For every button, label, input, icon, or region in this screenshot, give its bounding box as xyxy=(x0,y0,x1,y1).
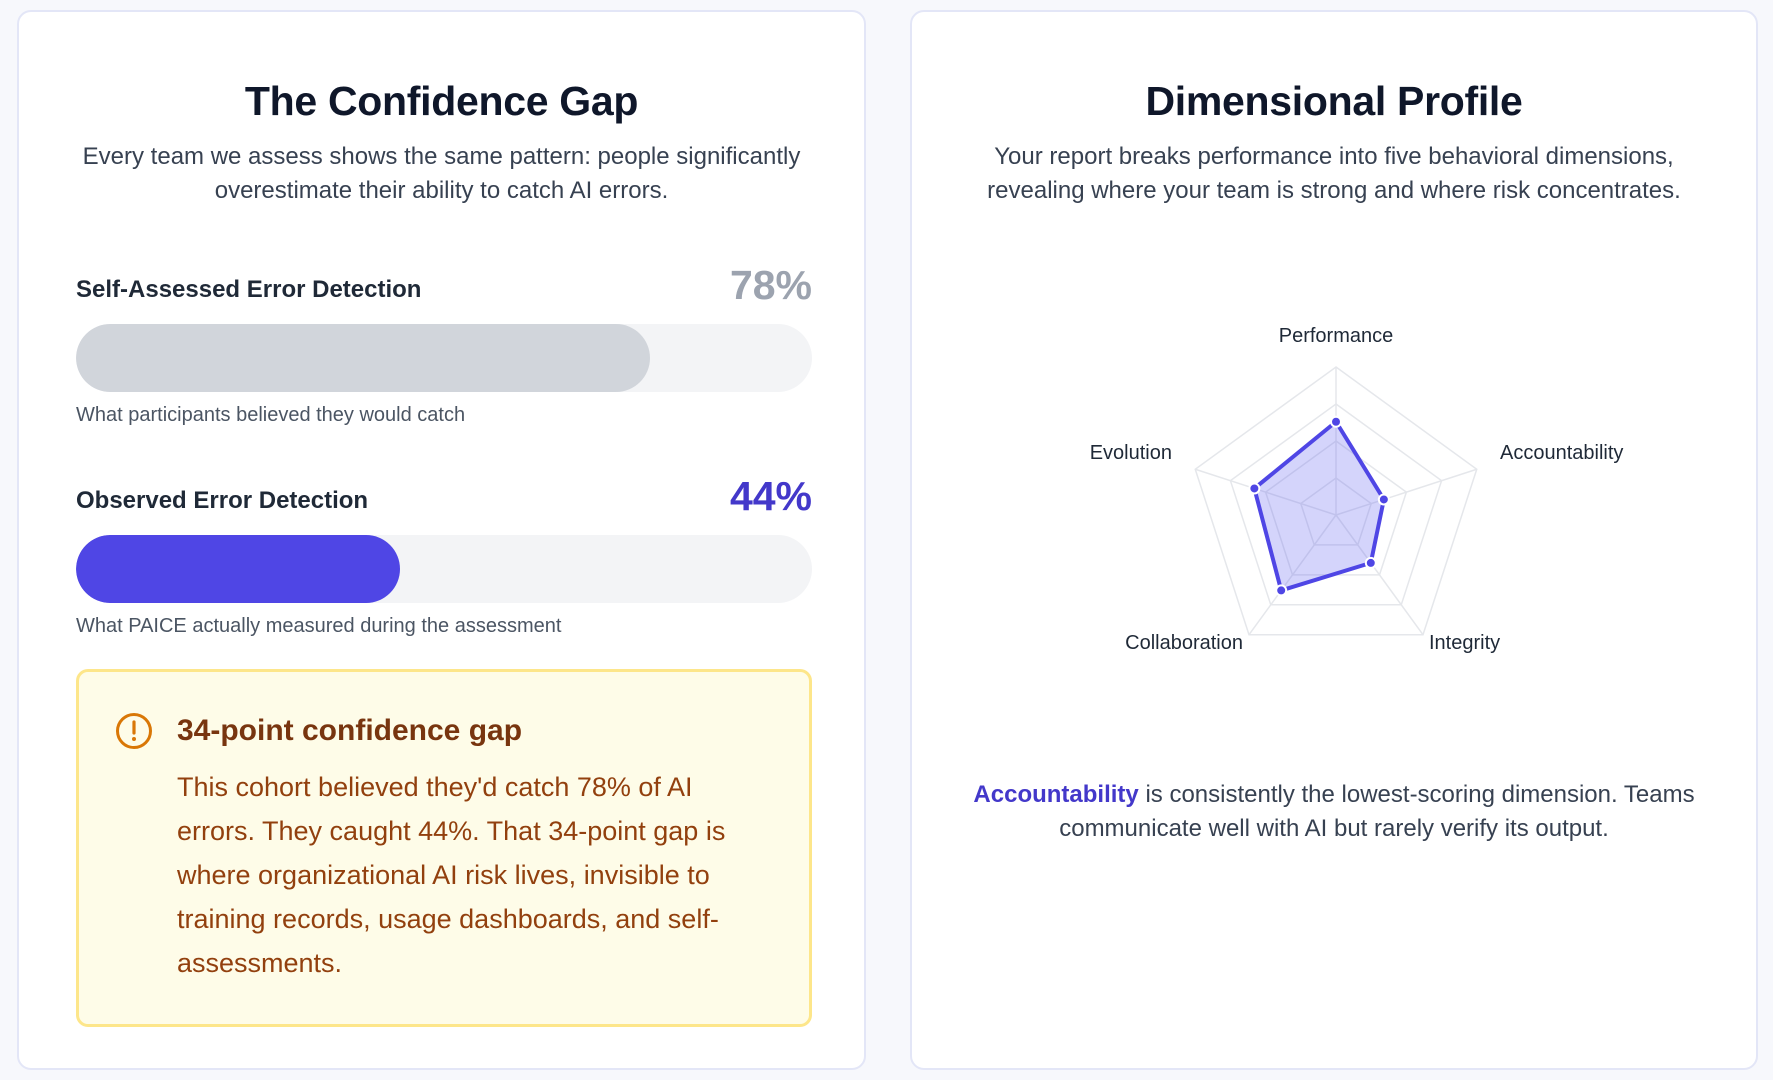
radar-grid-ring xyxy=(1194,366,1478,636)
radar-axis-label-evolution: Evolution xyxy=(1090,442,1172,464)
self-assessed-value: 78% xyxy=(729,262,812,308)
radar-spoke xyxy=(1335,514,1424,636)
radar-axis-label-accountability: Accountability xyxy=(1500,442,1623,464)
observed-note: What PAICE actually measured during the … xyxy=(76,615,562,637)
self-assessed-bar-track xyxy=(76,324,812,392)
radar-grid-ring xyxy=(1299,477,1373,546)
radar-series-area xyxy=(1252,419,1386,593)
observed-label: Observed Error Detection xyxy=(76,487,369,514)
radar-point-accountability xyxy=(1377,493,1390,506)
observed-bar-track xyxy=(76,535,812,603)
radar-grid-ring xyxy=(1229,403,1443,606)
self-assessed-label: Self-Assessed Error Detection xyxy=(76,276,422,303)
self-assessed-meter: Self-Assessed Error Detection 78% What p… xyxy=(76,258,812,428)
self-assessed-note: What participants believed they would ca… xyxy=(76,404,466,426)
callout-body: This cohort believed they'd catch 78% of… xyxy=(177,772,726,978)
radar-point-evolution xyxy=(1248,482,1261,495)
insight-rest: is consistently the lowest-scoring dimen… xyxy=(1059,781,1695,842)
exclamation-circle-icon xyxy=(116,713,152,749)
confidence-gap-description: Every team we assess shows the same patt… xyxy=(82,143,801,204)
confidence-gap-card: The Confidence Gap Every team we assess … xyxy=(17,10,866,1070)
radar-point-performance xyxy=(1330,415,1342,428)
radar-axis-label-integrity: Integrity xyxy=(1429,632,1500,654)
confidence-gap-title: The Confidence Gap xyxy=(244,78,639,124)
observed-value: 44% xyxy=(729,473,812,519)
self-assessed-bar-fill xyxy=(76,324,651,392)
radar-axis-label-collaboration: Collaboration xyxy=(1125,632,1243,654)
observed-meter: Observed Error Detection 44% What PAICE … xyxy=(76,469,812,639)
radar-axis-label-performance: Performance xyxy=(1279,325,1394,347)
dimensional-profile-card: Dimensional Profile Your report breaks p… xyxy=(910,10,1758,1070)
confidence-gap-callout: 34-point confidence gap This cohort beli… xyxy=(76,669,812,1027)
radar-spoke xyxy=(1335,468,1477,516)
dimensional-profile-description: Your report breaks performance into five… xyxy=(987,143,1681,204)
radar-spoke xyxy=(1248,514,1337,636)
radar-point-integrity xyxy=(1364,556,1377,569)
radar-chart: Performance Accountability Integrity Collab… xyxy=(1090,325,1624,654)
dimensional-profile-title: Dimensional Profile xyxy=(1145,78,1523,124)
radar-point-collaboration xyxy=(1275,584,1288,597)
callout-title: 34-point confidence gap xyxy=(177,714,523,747)
observed-bar-fill xyxy=(76,535,400,603)
insight-text: Accountability is consistently the lowes… xyxy=(952,778,1716,846)
radar-spoke xyxy=(1195,468,1337,516)
insight-highlight: Accountability xyxy=(973,781,1139,808)
